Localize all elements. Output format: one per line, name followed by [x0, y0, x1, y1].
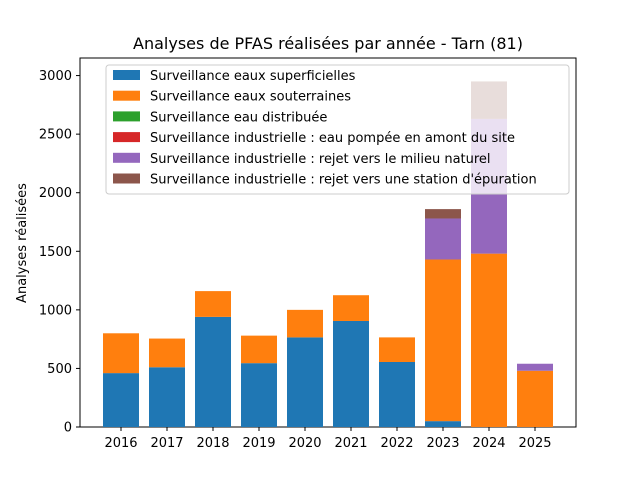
- legend-items: Surveillance eaux superficielles Surveill…: [113, 69, 537, 188]
- y-axis: 0 500 1000 1500 2000 2500 3000: [39, 69, 80, 436]
- x-axis: 2016 2017 2018 2019 2020 2021 2022 2023 2024 2025: [104, 427, 552, 451]
- legend-swatch-surveillance-industrielle-rejet-vers-une-station-d-epuration: [113, 173, 140, 184]
- bar-surveillance-eaux-superficielles-2017: [149, 367, 185, 427]
- y-tick-label: 2000: [39, 186, 72, 201]
- bar-surveillance-eaux-souterraines-2024: [471, 253, 507, 427]
- bar-surveillance-industrielle-rejet-vers-une-station-d-epuration-2023: [425, 209, 461, 219]
- bar-surveillance-eaux-souterraines-2016: [103, 333, 139, 374]
- bar-surveillance-eaux-souterraines-2020: [287, 309, 323, 338]
- legend-swatch-surveillance-eau-distribuee: [113, 111, 140, 122]
- chart-title: Analyses de PFAS réalisées par année - T…: [133, 34, 523, 53]
- legend-swatch-surveillance-eaux-souterraines: [113, 90, 140, 101]
- legend-label-surveillance-industrielle-rejet-vers-une-station-d-epuration: Surveillance industrielle : rejet vers u…: [150, 173, 537, 188]
- bar-surveillance-eaux-superficielles-2023: [425, 421, 461, 427]
- x-tick-label: 2017: [150, 436, 183, 451]
- x-tick-label: 2020: [288, 436, 321, 451]
- bar-surveillance-eaux-superficielles-2018: [195, 316, 231, 427]
- bar-surveillance-eaux-souterraines-2017: [149, 338, 185, 368]
- bar-surveillance-eaux-souterraines-2022: [379, 337, 415, 362]
- x-tick-label: 2025: [518, 436, 551, 451]
- bar-surveillance-eaux-superficielles-2016: [103, 373, 139, 427]
- y-tick-label: 3000: [39, 69, 72, 84]
- legend-label-surveillance-eau-distribuee: Surveillance eau distribuée: [150, 110, 327, 125]
- bar-surveillance-eaux-souterraines-2023: [425, 259, 461, 422]
- bar-surveillance-eaux-superficielles-2020: [287, 337, 323, 427]
- x-tick-label: 2018: [196, 436, 229, 451]
- legend-label-surveillance-industrielle-rejet-vers-le-milieu-naturel: Surveillance industrielle : rejet vers l…: [150, 152, 491, 167]
- y-tick-label: 500: [47, 362, 72, 377]
- bar-surveillance-eaux-superficielles-2022: [379, 361, 415, 427]
- legend-box: [105, 64, 570, 195]
- bar-surveillance-eaux-souterraines-2018: [195, 291, 231, 317]
- bar-surveillance-industrielle-rejet-vers-le-milieu-naturel-2025: [517, 363, 553, 371]
- plot-frame: [79, 57, 577, 428]
- legend-label-surveillance-eaux-superficielles: Surveillance eaux superficielles: [150, 69, 356, 84]
- bar-surveillance-eaux-superficielles-2021: [333, 320, 369, 427]
- bar-surveillance-eaux-superficielles-2019: [241, 363, 277, 427]
- x-tick-label: 2022: [380, 436, 413, 451]
- y-tick-label: 0: [64, 421, 72, 436]
- x-tick-label: 2024: [472, 436, 505, 451]
- y-axis-label: Analyses réalisées: [15, 183, 30, 303]
- y-tick-label: 1500: [39, 245, 72, 260]
- y-tick-label: 2500: [39, 128, 72, 143]
- x-tick-label: 2023: [426, 436, 459, 451]
- bar-surveillance-eaux-souterraines-2021: [333, 295, 369, 321]
- legend-swatch-surveillance-industrielle-rejet-vers-le-milieu-naturel: [113, 152, 140, 163]
- bar-surveillance-industrielle-rejet-vers-le-milieu-naturel-2023: [425, 218, 461, 260]
- x-tick-label: 2021: [334, 436, 367, 451]
- x-tick-label: 2019: [242, 436, 275, 451]
- y-tick-label: 1000: [39, 303, 72, 318]
- legend: Surveillance eaux superficielles Surveill…: [105, 64, 570, 195]
- legend-label-surveillance-industrielle-eau-pompee-en-amont-du-site: Surveillance industrielle : eau pompée e…: [150, 131, 515, 146]
- legend-label-surveillance-eaux-souterraines: Surveillance eaux souterraines: [150, 90, 351, 105]
- legend-swatch-surveillance-industrielle-eau-pompee-en-amont-du-site: [113, 132, 140, 143]
- bar-surveillance-eaux-souterraines-2019: [241, 335, 277, 364]
- x-tick-label: 2016: [104, 436, 137, 451]
- bar-surveillance-eaux-souterraines-2025: [517, 370, 553, 427]
- legend-swatch-surveillance-eaux-superficielles: [113, 70, 140, 80]
